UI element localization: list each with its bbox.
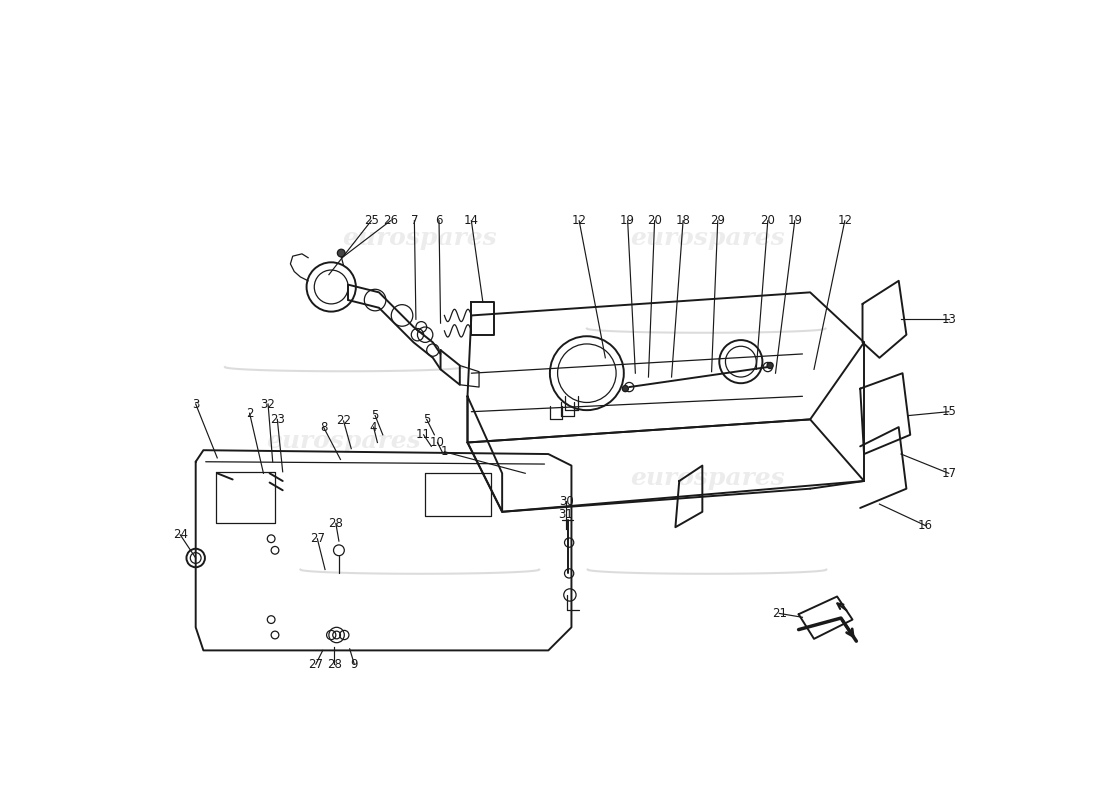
Text: 6: 6 [436, 214, 443, 227]
Text: 19: 19 [620, 214, 635, 227]
Text: 3: 3 [192, 398, 199, 410]
Text: 13: 13 [942, 313, 956, 326]
Text: 24: 24 [173, 529, 188, 542]
Text: 4: 4 [370, 421, 377, 434]
Text: 8: 8 [320, 421, 327, 434]
Text: 29: 29 [711, 214, 725, 227]
Circle shape [623, 386, 628, 392]
Text: 9: 9 [351, 658, 359, 670]
Text: 30: 30 [559, 494, 573, 507]
Text: 5: 5 [372, 409, 378, 422]
Text: 7: 7 [410, 214, 418, 227]
Text: 22: 22 [336, 414, 351, 427]
Text: 20: 20 [760, 214, 775, 227]
Circle shape [767, 362, 773, 369]
Text: 2: 2 [245, 406, 253, 420]
Text: 27: 27 [310, 532, 324, 546]
Text: eurospares: eurospares [266, 429, 421, 453]
Text: 17: 17 [942, 467, 956, 480]
Text: 27: 27 [308, 658, 323, 670]
Text: 15: 15 [942, 405, 956, 418]
Text: 12: 12 [837, 214, 852, 227]
Text: 10: 10 [430, 436, 444, 449]
Text: 20: 20 [647, 214, 662, 227]
Text: 26: 26 [383, 214, 398, 227]
Text: 19: 19 [788, 214, 802, 227]
Text: 25: 25 [364, 214, 378, 227]
Text: 16: 16 [918, 519, 933, 532]
Text: 5: 5 [424, 413, 430, 426]
Text: 21: 21 [772, 607, 786, 620]
Text: 28: 28 [329, 517, 343, 530]
Text: 11: 11 [416, 428, 431, 442]
Text: 1: 1 [441, 446, 448, 458]
Text: 32: 32 [261, 398, 275, 410]
Text: eurospares: eurospares [630, 226, 785, 250]
Circle shape [338, 250, 345, 257]
Text: 12: 12 [572, 214, 586, 227]
Text: 18: 18 [675, 214, 691, 227]
Text: 23: 23 [270, 413, 285, 426]
Text: 28: 28 [327, 658, 342, 670]
Text: 14: 14 [464, 214, 478, 227]
Text: eurospares: eurospares [630, 466, 785, 490]
Text: eurospares: eurospares [342, 226, 497, 250]
Text: 31: 31 [559, 508, 573, 521]
